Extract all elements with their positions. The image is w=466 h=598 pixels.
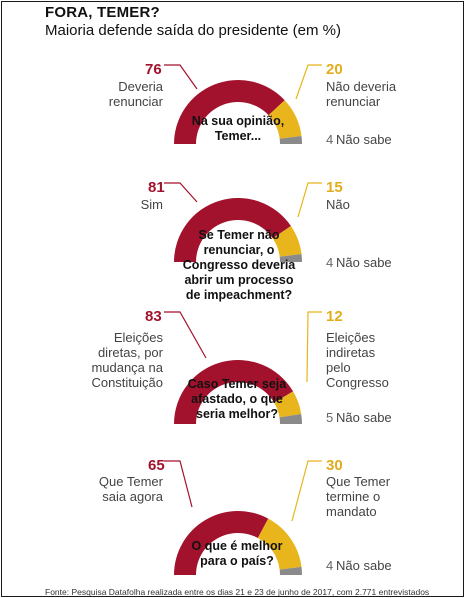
- leader-line-yellow-1: [295, 64, 322, 100]
- gauge-arcs-4: [174, 511, 302, 575]
- chart-title: FORA, TEMER?: [45, 4, 160, 21]
- value-label-gray-1: 4: [326, 132, 334, 147]
- arc-segment-yellow-1: [268, 100, 302, 139]
- gauge-leaders-3: [164, 311, 322, 383]
- value-label-red-2: 81: [148, 179, 165, 196]
- gauge-arcs-2: [174, 197, 302, 262]
- category-label-yellow-3: Eleições indiretas pelo Congresso: [326, 330, 389, 390]
- gauge-block-3: 83 Eleições diretas, por mudança na Cons…: [2, 304, 463, 429]
- gauge-chart-4: [164, 460, 322, 575]
- leader-line-red-4: [164, 460, 193, 508]
- gauge-leaders-1: [164, 64, 322, 100]
- arc-segment-gray-1: [279, 135, 302, 144]
- value-label-gray-4: 4: [326, 558, 334, 573]
- gauge-chart-2: [164, 182, 322, 262]
- arc-segment-red-1: [174, 80, 285, 144]
- leader-line-yellow-3: [306, 311, 322, 383]
- gauge-block-4: 65 Que Temer saia agora 30 Que Temer ter…: [2, 455, 463, 580]
- category-label-red-1: Deveria renunciar: [108, 79, 163, 109]
- gauge-chart-1: [164, 64, 322, 144]
- category-label-yellow-4: Que Temer termine o mandato: [326, 474, 391, 519]
- question-2: Se Temer não renunciar, o Congresso deve…: [182, 228, 296, 302]
- gauge-block-2: 81 Sim 15 Não 4 Não sabe Se Temer não re…: [2, 175, 463, 302]
- arc-segment-gray-2: [279, 253, 302, 262]
- value-label-gray-2: 4: [326, 255, 334, 270]
- gauge-arcs-1: [174, 80, 302, 144]
- arc-segment-red-4: [174, 511, 269, 575]
- gauge-leaders-4: [164, 460, 322, 522]
- source-note: Fonte: Pesquisa Datafolha realizada entr…: [45, 587, 430, 597]
- gauge-arcs-3: [174, 360, 302, 424]
- category-label-gray-4: Não sabe: [336, 558, 392, 573]
- category-label-yellow-2: Não: [326, 197, 350, 212]
- leader-line-yellow-2: [297, 182, 322, 218]
- arc-segment-red-3: [174, 360, 294, 424]
- category-label-gray-3: Não sabe: [336, 410, 392, 425]
- category-label-gray-2: Não sabe: [336, 255, 392, 270]
- arc-segment-gray-3: [279, 413, 302, 424]
- value-label-yellow-3: 12: [326, 308, 343, 325]
- leader-line-red-2: [164, 182, 198, 203]
- gauge-chart-3: [164, 311, 322, 424]
- value-label-gray-3: 5: [326, 410, 334, 425]
- arc-segment-gray-4: [279, 566, 302, 575]
- arc-segment-yellow-2: [272, 226, 302, 257]
- value-label-yellow-4: 30: [326, 457, 343, 474]
- value-label-red-1: 76: [145, 61, 162, 78]
- value-label-yellow-1: 20: [326, 61, 343, 78]
- value-label-yellow-2: 15: [326, 179, 343, 196]
- category-label-yellow-1: Não deveria renunciar: [326, 79, 397, 109]
- gauge-block-1: 76 Deveria renunciar 20 Não deveria renu…: [2, 57, 463, 182]
- arc-segment-yellow-3: [274, 391, 302, 418]
- question-4: O que é melhor para o país?: [191, 539, 283, 568]
- leader-line-yellow-4: [291, 460, 322, 522]
- category-label-red-3: Eleições diretas, por mudança na Constit…: [91, 330, 163, 390]
- value-label-red-4: 65: [148, 457, 165, 474]
- arc-segment-yellow-4: [257, 518, 302, 570]
- leader-line-red-3: [164, 311, 207, 359]
- chart-subtitle: Maioria defende saída do presidente (em …: [45, 22, 342, 39]
- leader-line-red-1: [164, 64, 198, 90]
- value-label-red-3: 83: [145, 308, 162, 325]
- category-label-red-2: Sim: [140, 197, 163, 212]
- arc-segment-red-2: [174, 197, 291, 262]
- gauge-leaders-2: [164, 182, 322, 218]
- category-label-gray-1: Não sabe: [336, 132, 392, 147]
- question-1: Na sua opinião, Temer...: [191, 114, 285, 143]
- category-label-red-4: Que Temer saia agora: [98, 474, 163, 504]
- question-3: Caso Temer seja afastado, o que seria me…: [187, 377, 287, 421]
